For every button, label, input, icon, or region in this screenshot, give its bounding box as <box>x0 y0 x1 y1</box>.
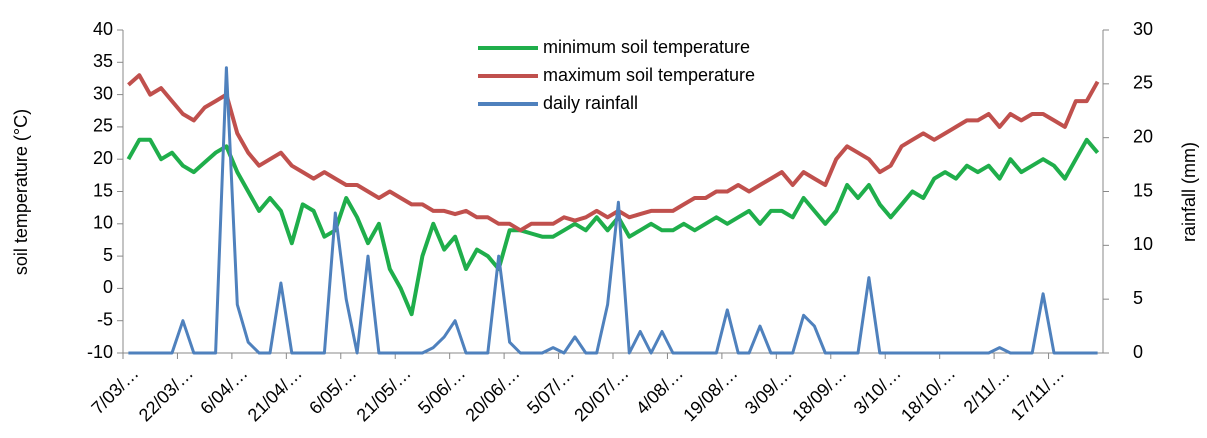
y2-tick-label: 0 <box>1133 342 1143 362</box>
x-tick-label: 20/07/… <box>570 363 632 425</box>
series-line <box>126 137 1100 317</box>
x-tick-label: 2/11/… <box>960 363 1014 417</box>
y2-tick-label: 10 <box>1133 234 1153 254</box>
y-tick-label: 35 <box>93 51 113 71</box>
legend-label: maximum soil temperature <box>543 65 755 85</box>
x-tick-label: 17/11/… <box>1007 363 1068 424</box>
y-axis-label: soil temperature (°C) <box>11 109 31 275</box>
x-tick-label: 4/08/… <box>632 363 687 418</box>
x-tick-label: 18/09/… <box>788 363 850 425</box>
y2-tick-label: 20 <box>1133 126 1153 146</box>
x-tick-label: 21/04/… <box>244 363 306 425</box>
y2-tick-label: 25 <box>1133 73 1153 93</box>
y-tick-label: -5 <box>97 309 113 329</box>
series-line <box>127 73 1100 233</box>
x-tick-label: 22/03/… <box>135 363 197 425</box>
y-tick-label: -10 <box>87 342 113 362</box>
x-tick-label: 21/05/… <box>353 363 415 425</box>
y2-tick-label: 5 <box>1133 288 1143 308</box>
y2-tick-label: 15 <box>1133 180 1153 200</box>
x-tick-label: 19/08/… <box>679 363 741 425</box>
series-line <box>128 66 1098 355</box>
x-tick-label: 3/09/… <box>741 363 796 418</box>
x-tick-label: 7/03/… <box>87 363 142 418</box>
x-tick-label: 5/06/… <box>414 363 469 418</box>
y-tick-label: 40 <box>93 19 113 39</box>
y-tick-label: 5 <box>103 245 113 265</box>
x-tick-label: 20/06/… <box>461 363 523 425</box>
y2-axis-label: rainfall (mm) <box>1179 142 1199 242</box>
legend-label: minimum soil temperature <box>543 37 750 57</box>
x-tick-label: 3/10/… <box>850 363 905 418</box>
x-tick-label: 6/04/… <box>196 363 251 418</box>
y-tick-label: 25 <box>93 116 113 136</box>
x-tick-label: 18/10/… <box>897 363 959 425</box>
x-tick-label: 5/07/… <box>523 363 578 418</box>
x-tick-label: 6/05/… <box>305 363 360 418</box>
legend-label: daily rainfall <box>543 93 638 113</box>
y-tick-label: 0 <box>103 277 113 297</box>
y-tick-label: 10 <box>93 213 113 233</box>
y-tick-label: 30 <box>93 83 113 103</box>
y2-tick-label: 30 <box>1133 19 1153 39</box>
y-tick-label: 15 <box>93 180 113 200</box>
y-tick-label: 20 <box>93 148 113 168</box>
